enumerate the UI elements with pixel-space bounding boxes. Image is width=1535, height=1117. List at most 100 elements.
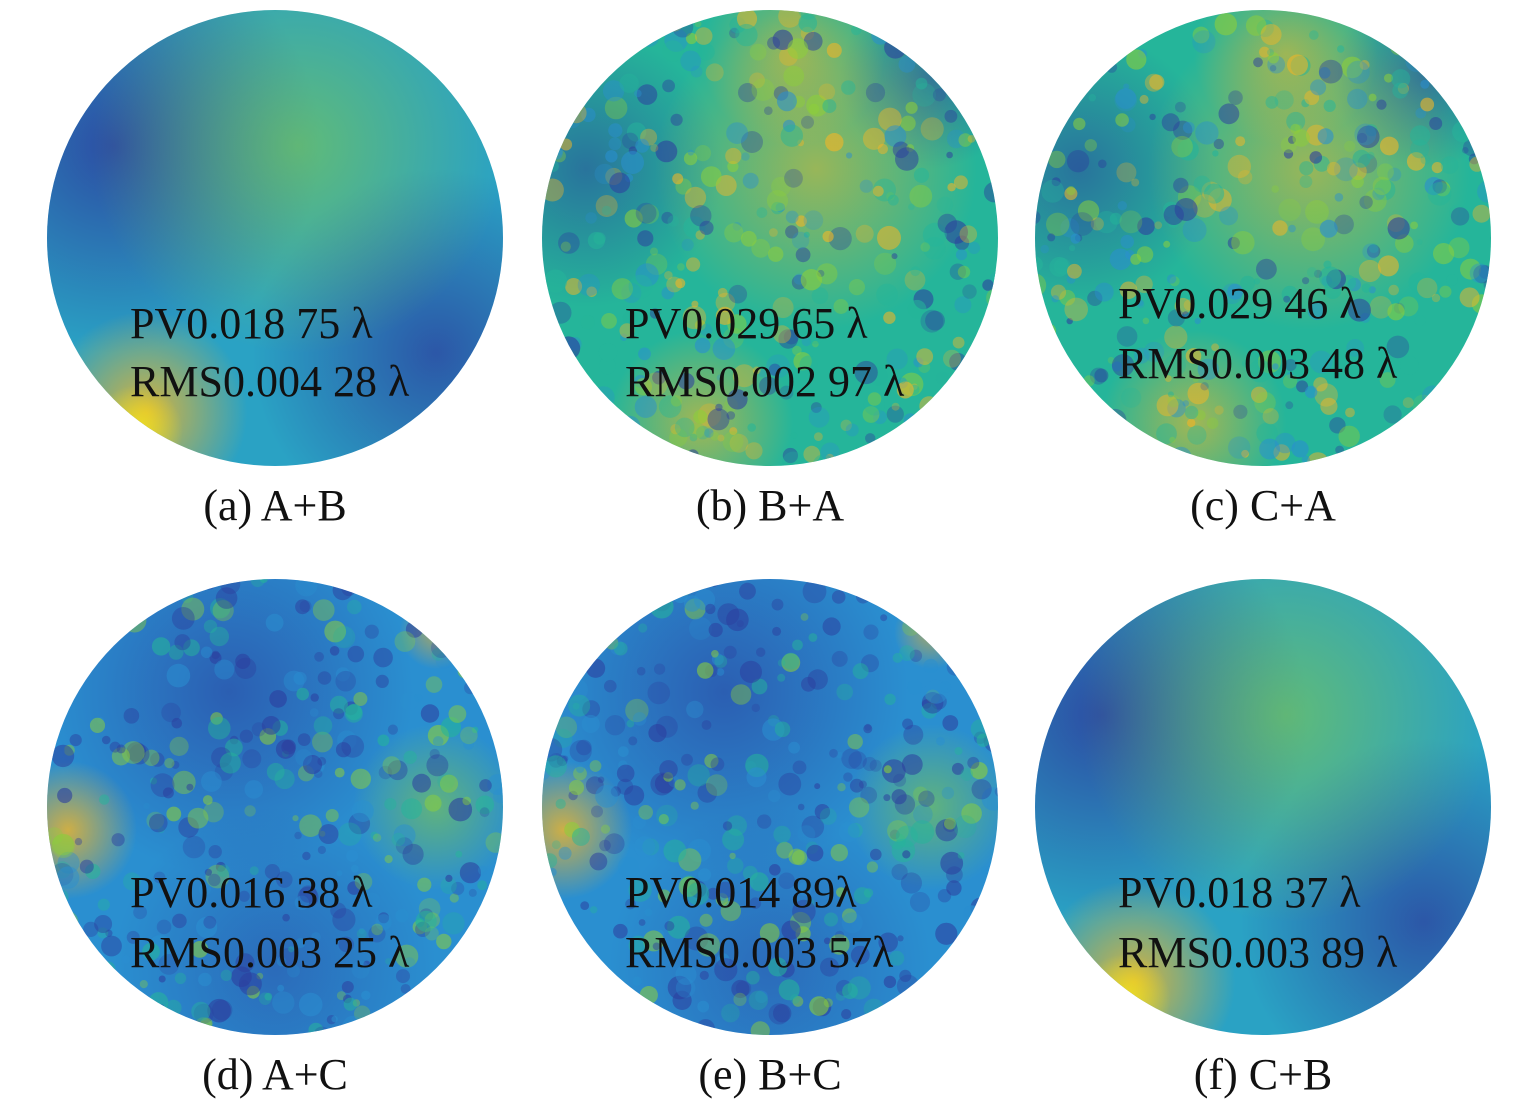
speckle: [1107, 356, 1115, 364]
speckle: [495, 611, 503, 627]
speckle: [424, 912, 440, 928]
speckle: [1368, 93, 1377, 102]
speckle: [730, 684, 752, 705]
speckle: [626, 719, 635, 728]
speckle: [749, 43, 767, 61]
speckle: [424, 588, 444, 607]
speckle: [602, 80, 625, 102]
speckle: [838, 821, 860, 842]
speckle: [889, 950, 905, 966]
speckle: [720, 900, 741, 922]
speckle: [402, 1029, 413, 1035]
speckle: [664, 271, 673, 280]
speckle: [445, 874, 453, 882]
speckle: [105, 929, 113, 937]
rms-label: RMS0.004 28 λ: [130, 357, 410, 406]
pv-label: PV0.016 38 λ: [130, 868, 373, 917]
speckle: [569, 740, 592, 763]
speckle: [778, 872, 795, 890]
speckle: [910, 820, 935, 844]
speckle: [1046, 212, 1070, 236]
speckle: [669, 428, 688, 447]
speckle: [877, 143, 888, 155]
speckle: [108, 599, 131, 622]
speckle: [1167, 398, 1186, 418]
speckle: [448, 705, 467, 723]
speckle: [652, 579, 667, 589]
speckle: [632, 712, 647, 726]
speckle: [1417, 277, 1438, 299]
speckle: [1387, 217, 1410, 240]
rms-label: RMS0.003 57λ: [625, 928, 894, 977]
speckle: [214, 762, 233, 781]
speckle: [424, 1012, 434, 1022]
speckle: [1041, 26, 1057, 42]
speckle: [681, 753, 693, 766]
speckle: [342, 1015, 363, 1035]
speckle: [368, 925, 386, 943]
speckle: [797, 882, 812, 897]
speckle: [605, 150, 618, 163]
speckle: [1408, 272, 1429, 293]
speckle: [172, 770, 196, 795]
speckle: [674, 579, 694, 596]
speckle: [1265, 96, 1279, 109]
speckle: [214, 659, 235, 680]
speckle: [544, 912, 557, 925]
speckle: [842, 983, 858, 1000]
speckle: [565, 278, 583, 295]
speckle: [1106, 61, 1118, 73]
speckle: [363, 892, 381, 910]
speckle: [658, 395, 682, 418]
pv-label: PV0.018 37 λ: [1118, 868, 1361, 917]
speckle: [856, 579, 877, 599]
speckle: [572, 702, 580, 710]
speckle: [162, 787, 174, 799]
speckle: [920, 242, 930, 252]
speckle: [288, 946, 295, 953]
speckle: [783, 65, 805, 87]
speckle: [109, 741, 121, 753]
speckle: [239, 729, 253, 743]
speckle: [577, 273, 601, 297]
speckle: [814, 432, 823, 441]
speckle: [299, 885, 317, 903]
speckle: [1070, 212, 1094, 236]
speckle: [571, 827, 590, 846]
speckle: [1104, 408, 1127, 432]
speckle: [984, 49, 998, 71]
speckle: [658, 814, 669, 825]
speckle: [1372, 187, 1385, 201]
speckle: [788, 848, 805, 865]
speckle: [809, 996, 829, 1016]
speckle: [834, 930, 845, 941]
speckle: [542, 102, 562, 121]
speckle: [498, 671, 503, 683]
speckle: [1429, 117, 1443, 130]
speckle: [622, 310, 639, 326]
speckle: [490, 711, 503, 725]
speckle: [687, 149, 694, 156]
speckle: [1290, 355, 1315, 379]
speckle: [714, 958, 738, 982]
speckle: [1483, 280, 1491, 290]
speckle: [1193, 175, 1211, 193]
speckle: [1278, 198, 1301, 222]
speckle: [683, 151, 698, 166]
speckle: [1156, 394, 1179, 417]
speckle: [686, 700, 704, 719]
speckle: [572, 416, 591, 435]
speckle: [992, 62, 998, 75]
speckle: [976, 364, 988, 377]
speckle: [584, 52, 602, 70]
rms-label: RMS0.003 89 λ: [1118, 928, 1398, 977]
speckle: [1434, 17, 1450, 32]
speckle: [1163, 240, 1171, 248]
speckle: [840, 419, 852, 431]
speckle: [295, 938, 306, 948]
speckle: [1213, 138, 1224, 150]
speckle: [967, 756, 980, 769]
speckle: [945, 394, 962, 411]
speckle: [570, 431, 591, 453]
speckle: [396, 969, 410, 984]
